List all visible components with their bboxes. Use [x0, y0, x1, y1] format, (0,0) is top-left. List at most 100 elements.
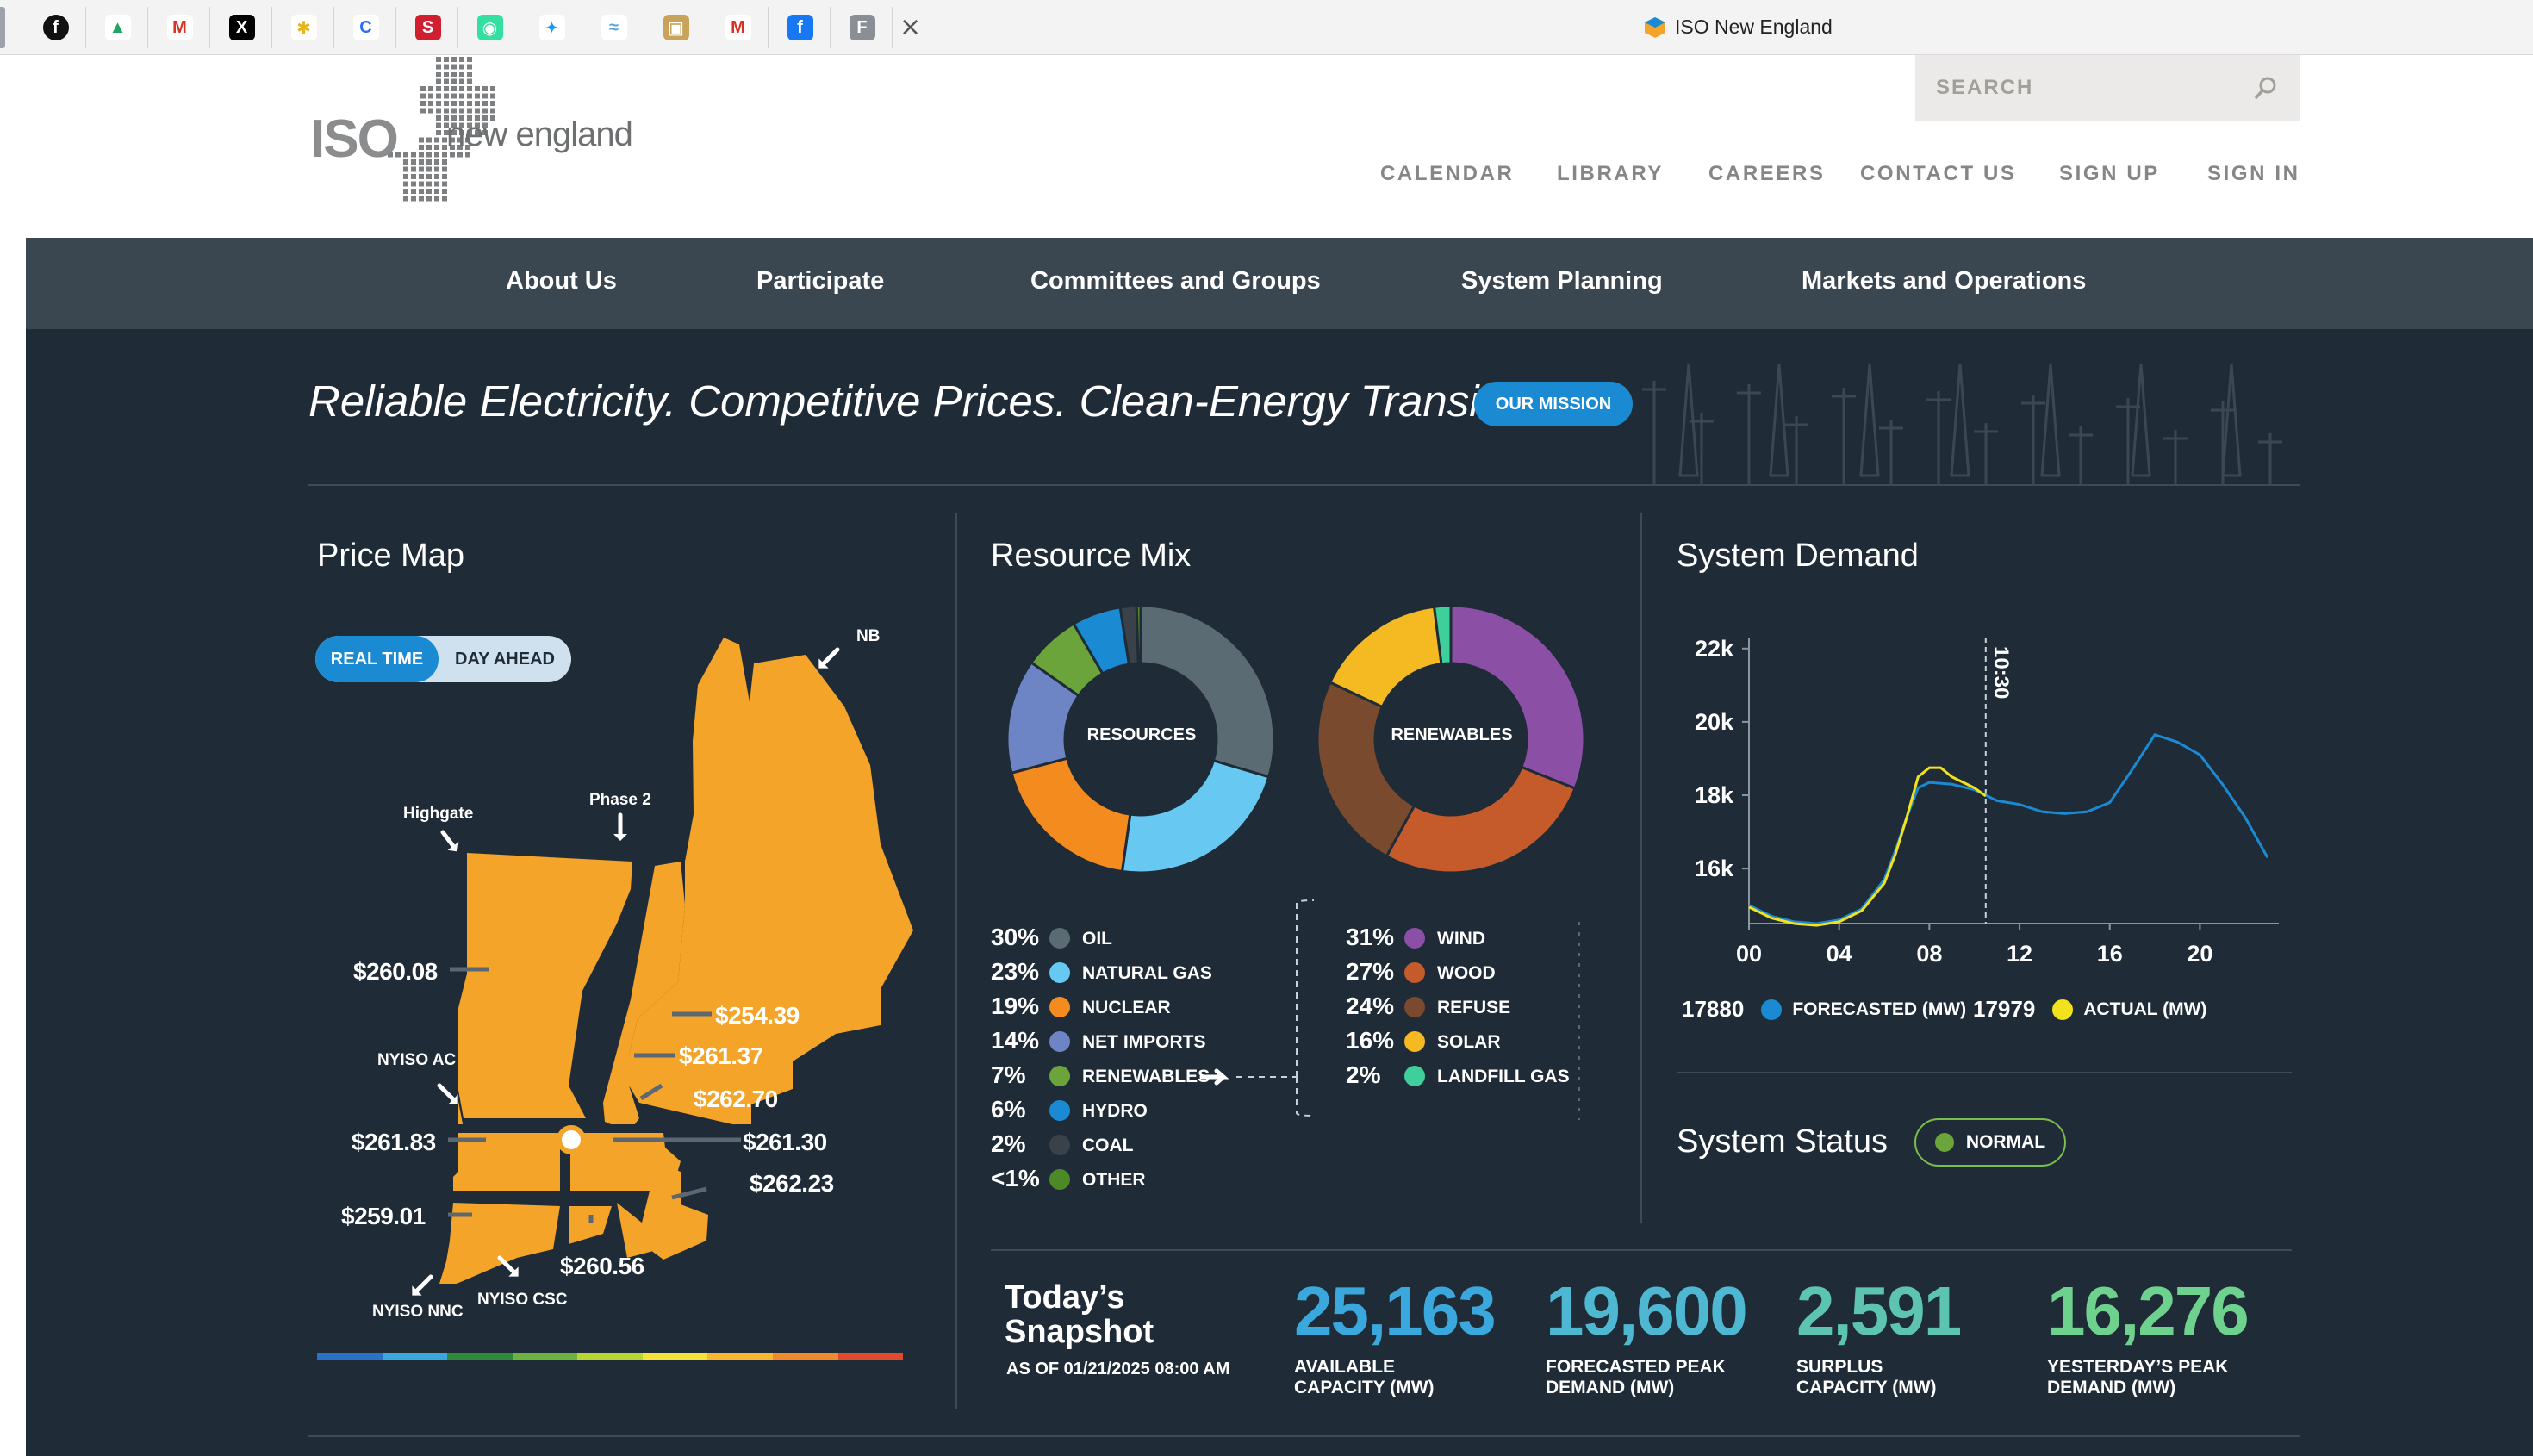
browser-tab[interactable]: ◉: [460, 7, 520, 48]
scale-segment: [577, 1353, 643, 1360]
zone-price: $261.83: [352, 1129, 436, 1155]
our-mission-button[interactable]: OUR MISSION: [1474, 382, 1633, 426]
browser-tab[interactable]: M: [150, 7, 210, 48]
util-link-careers[interactable]: CAREERS: [1708, 162, 1826, 185]
s-logo-icon: S: [414, 15, 441, 40]
nav-participate[interactable]: Participate: [756, 267, 885, 295]
close-tab-icon[interactable]: ×: [899, 12, 922, 42]
series-forecasted[interactable]: [1748, 733, 2269, 925]
util-link-sign-up[interactable]: SIGN UP: [2059, 162, 2160, 185]
nav-markets-and-operations[interactable]: Markets and Operations: [1802, 267, 2087, 295]
legend-pct: 19%: [991, 992, 1040, 1019]
system-demand-title: System Demand: [1677, 538, 1919, 574]
twitter-icon: ✦: [538, 15, 565, 40]
search-input[interactable]: SEARCH: [1936, 76, 2034, 99]
renewables-donut-label: RENEWABLES: [1391, 725, 1513, 744]
legend-pct: 16%: [1346, 1027, 1395, 1054]
nav-about-us[interactable]: About Us: [506, 267, 617, 295]
legend-name: NUCLEAR: [1082, 998, 1171, 1017]
legend-pct: 30%: [991, 924, 1040, 950]
resources-slice-natural-gas[interactable]: [1120, 758, 1271, 874]
real-time-toggle[interactable]: REAL TIME: [315, 636, 439, 682]
series-actual[interactable]: [1748, 766, 1987, 927]
browser-tab[interactable]: f: [26, 7, 86, 48]
legend-name: OIL: [1082, 929, 1112, 949]
scale-segment: [512, 1353, 578, 1360]
divider: [955, 513, 957, 1409]
nav-committees-and-groups[interactable]: Committees and Groups: [1030, 267, 1321, 295]
scale-segment: [642, 1353, 708, 1360]
hub-marker[interactable]: [557, 1125, 586, 1154]
zone-price: $261.37: [679, 1042, 763, 1069]
zone-sema[interactable]: [638, 1163, 708, 1260]
system-status-badge[interactable]: NORMAL: [1914, 1118, 2066, 1167]
snapshot-value: 16,276: [2047, 1272, 2250, 1349]
browser-tab[interactable]: ▣: [646, 7, 706, 48]
f-square-icon: F: [849, 15, 875, 40]
zone-price: $262.23: [750, 1170, 834, 1197]
snapshot-label: CAPACITY (MW): [1294, 1378, 1435, 1397]
renewables-slice-refuse[interactable]: [1316, 681, 1416, 858]
browser-tab[interactable]: F: [832, 7, 893, 48]
legend-pct: 27%: [1346, 958, 1395, 985]
arrow-highgate-icon: [440, 830, 459, 852]
zone-rhode-island[interactable]: [569, 1206, 612, 1244]
resources-donut-label: RESOURCES: [1086, 725, 1197, 744]
resources-slice-other[interactable]: [1135, 604, 1142, 665]
forecasted-label: FORECASTED (MW): [1792, 999, 1967, 1019]
zone-vermont[interactable]: [458, 853, 632, 1118]
browser-tab[interactable]: M: [708, 7, 769, 48]
search-box[interactable]: SEARCH: [1915, 55, 2300, 121]
zone-price: $254.39: [715, 1002, 800, 1029]
util-link-sign-in[interactable]: SIGN IN: [2207, 162, 2300, 185]
zone-ne-corner[interactable]: [617, 1203, 660, 1258]
browser-tab[interactable]: ✦: [522, 7, 582, 48]
x-tick-label: 08: [1916, 941, 1942, 967]
now-marker-label: 10:30: [1989, 646, 2013, 699]
util-link-contact-us[interactable]: CONTACT US: [1860, 162, 2017, 185]
legend-pct: 31%: [1346, 924, 1395, 950]
resources-slice-nuclear[interactable]: [1010, 756, 1132, 874]
facebook-icon: f: [787, 15, 813, 40]
actual-label: ACTUAL (MW): [2083, 999, 2207, 1019]
zone-connecticut[interactable]: [439, 1203, 560, 1284]
zone-western-mass[interactable]: [453, 1101, 560, 1191]
browser-tab[interactable]: S: [398, 7, 458, 48]
legend-pct: 7%: [991, 1061, 1026, 1088]
browser-tab[interactable]: ✱: [274, 7, 334, 48]
renewables-slice-wind[interactable]: [1449, 604, 1586, 791]
snapshot-label: DEMAND (MW): [2047, 1378, 2176, 1397]
zone-new-hampshire[interactable]: [603, 862, 685, 1132]
x-tick-label: 00: [1736, 941, 1762, 967]
browser-tab[interactable]: ≈: [584, 7, 644, 48]
x-tick-label: 16: [2097, 941, 2123, 967]
price-scale-bar: [317, 1353, 904, 1360]
snapshot-label: SURPLUS: [1796, 1357, 1883, 1377]
legend-name: OTHER: [1082, 1170, 1146, 1190]
system-demand-chart: 16k 18k 20k 22k 00 04 08 12 16 20 10:30: [1695, 636, 2279, 967]
nav-system-planning[interactable]: System Planning: [1461, 267, 1663, 295]
resources-slice-oil[interactable]: [1139, 604, 1276, 779]
legend-name: NATURAL GAS: [1082, 963, 1212, 983]
iso-favicon-icon: [1645, 16, 1665, 38]
active-tab[interactable]: ISO New England: [1644, 16, 1833, 39]
snapshot-title: Today’s Snapshot: [1005, 1280, 1154, 1349]
x-tick-label: 04: [1827, 941, 1852, 967]
util-link-calendar[interactable]: CALENDAR: [1380, 162, 1515, 185]
legend-dot: [1049, 1031, 1070, 1052]
f-circle-icon: f: [42, 15, 69, 40]
actual-value: 17979: [1973, 996, 2036, 1022]
renewables-slice-landfill-gas[interactable]: [1432, 604, 1453, 666]
util-link-library[interactable]: LIBRARY: [1557, 162, 1664, 185]
day-ahead-toggle[interactable]: DAY AHEAD: [455, 649, 555, 669]
search-icon[interactable]: [2253, 75, 2279, 101]
site-logo[interactable]: ISO new england: [310, 53, 638, 204]
browser-tab[interactable]: ▲: [88, 7, 148, 48]
browser-tab[interactable]: f: [770, 7, 831, 48]
zone-maine[interactable]: [629, 638, 913, 1129]
legend-pct: 2%: [1346, 1061, 1381, 1088]
renewables-slice-wood[interactable]: [1385, 765, 1578, 874]
zone-price: $262.70: [694, 1086, 778, 1112]
browser-tab[interactable]: C: [336, 7, 396, 48]
browser-tab[interactable]: X: [212, 7, 272, 48]
